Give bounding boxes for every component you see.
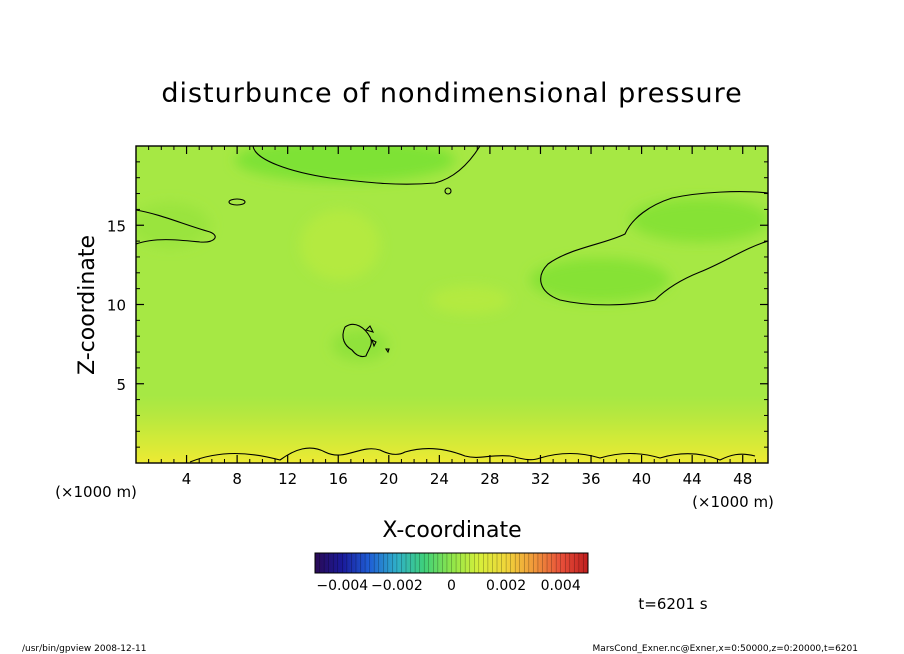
contour-small-c bbox=[364, 325, 390, 354]
contour-small-a bbox=[228, 198, 246, 206]
chart-title: disturbunce of nondimensional pressure bbox=[161, 78, 742, 109]
x-tick-label: 8 bbox=[232, 470, 242, 488]
high-region-center bbox=[300, 210, 380, 280]
colorbar-tick-label: 0 bbox=[447, 578, 456, 594]
bottom-yellow-band bbox=[136, 395, 768, 463]
x-tick-label: 40 bbox=[632, 470, 651, 488]
y-tick-label: 15 bbox=[107, 217, 126, 235]
colorbar-tick-label: 0.004 bbox=[541, 578, 581, 594]
footer-left: /usr/bin/gpview 2008-12-11 bbox=[22, 644, 146, 654]
colorbar-ticks: −0.004 −0.002 0 0.002 0.004 bbox=[316, 578, 580, 594]
low-region-top bbox=[235, 146, 455, 182]
x-axis-label: X-coordinate bbox=[382, 518, 521, 543]
heatmap-field bbox=[136, 146, 768, 463]
high-region-right bbox=[430, 286, 510, 314]
x-tick-label: 28 bbox=[480, 470, 499, 488]
x-tick-label: 36 bbox=[581, 470, 600, 488]
low-region-center bbox=[332, 329, 388, 361]
y-tick-label: 5 bbox=[116, 376, 126, 394]
colorbar-gradient bbox=[315, 553, 588, 573]
y-unit-label: (×1000 m) bbox=[55, 483, 137, 501]
low-region-upper-right bbox=[630, 198, 768, 242]
low-region-right bbox=[530, 258, 670, 302]
contour-top bbox=[252, 146, 481, 185]
x-tick-label: 24 bbox=[430, 470, 449, 488]
contour-right bbox=[540, 191, 768, 306]
x-tick-label: 32 bbox=[531, 470, 550, 488]
colorbar-tick-label: −0.004 bbox=[316, 578, 368, 594]
x-tick-label: 20 bbox=[379, 470, 398, 488]
y-axis-ticks: 5 10 15 bbox=[107, 161, 768, 448]
x-tick-label: 4 bbox=[182, 470, 192, 488]
y-tick-label: 10 bbox=[107, 297, 126, 315]
x-tick-label: 12 bbox=[278, 470, 297, 488]
contour-bottom bbox=[189, 447, 756, 463]
x-unit-label: (×1000 m) bbox=[692, 493, 774, 511]
colorbar-tick-label: 0.002 bbox=[486, 578, 526, 594]
colorbar bbox=[314, 552, 589, 574]
contour-center bbox=[342, 323, 372, 358]
colorbar-tick-label: −0.002 bbox=[371, 578, 423, 594]
time-label: t=6201 s bbox=[638, 595, 707, 613]
x-tick-label: 44 bbox=[683, 470, 702, 488]
x-tick-label: 48 bbox=[733, 470, 752, 488]
contour-left bbox=[136, 209, 216, 245]
x-axis-ticks: 4 8 12 16 20 24 28 32 36 40 44 48 bbox=[148, 146, 756, 488]
y-axis-label: Z-coordinate bbox=[75, 235, 100, 375]
colorbar-frame bbox=[314, 552, 589, 574]
contour-small-b bbox=[444, 187, 452, 195]
x-tick-label: 16 bbox=[329, 470, 348, 488]
footer-right: MarsCond_Exner.nc@Exner,x=0:50000,z=0:20… bbox=[593, 644, 858, 654]
